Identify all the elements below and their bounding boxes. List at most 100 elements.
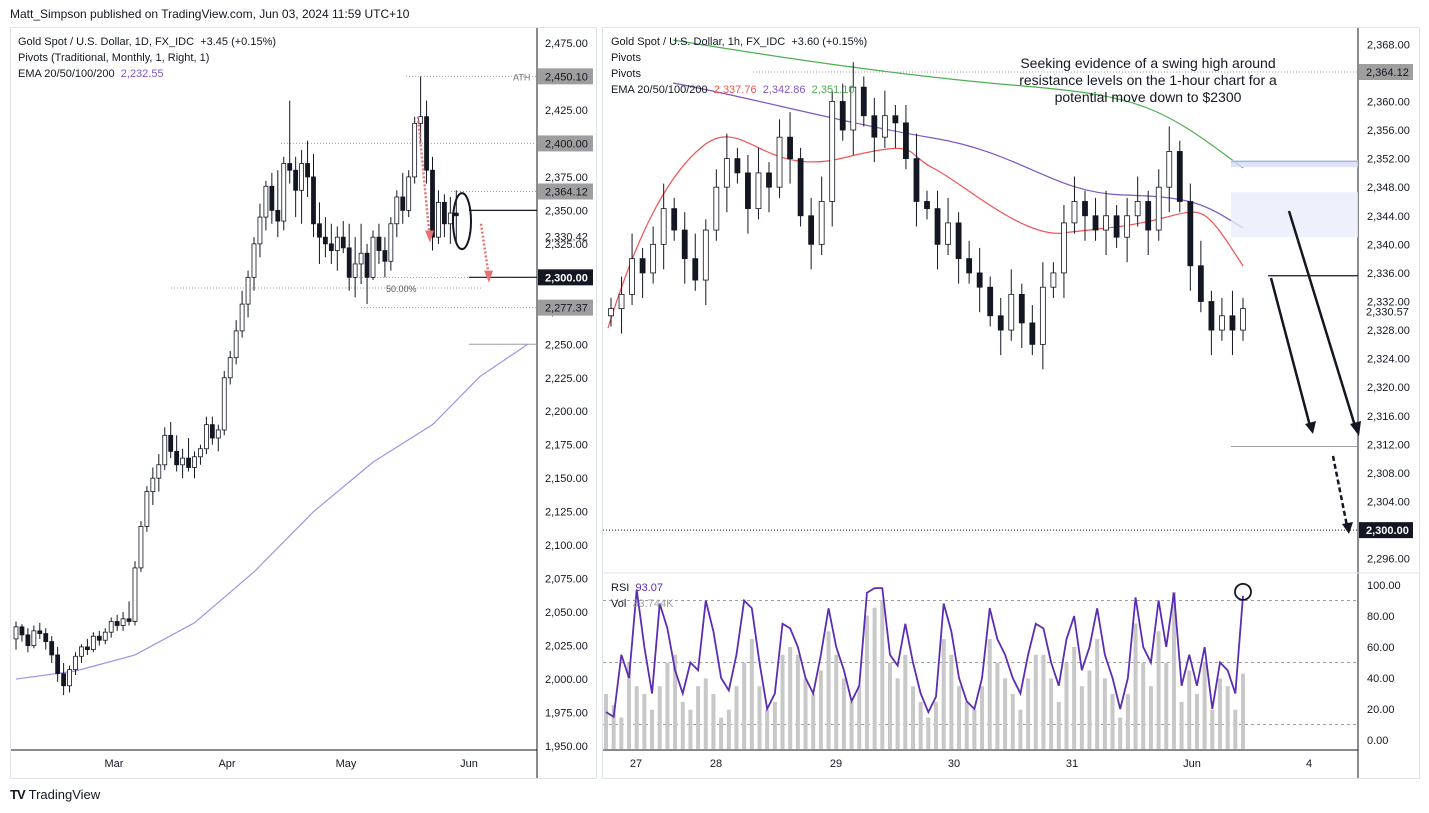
volume-bar: [1072, 646, 1077, 749]
daily-candle-body: [293, 169, 299, 191]
hourly-candle-body: [871, 115, 878, 138]
daily-candle-body: [251, 243, 257, 278]
daily-candle-body: [352, 263, 358, 278]
daily-candle: [156, 454, 162, 492]
volume-bar: [841, 678, 846, 749]
hourly-change: +3.60 (+0.15%): [791, 36, 868, 48]
hourly-candle: [1103, 190, 1109, 256]
daily-candle: [441, 194, 447, 238]
hourly-candle: [829, 90, 836, 227]
hourly-candle-body: [608, 308, 614, 317]
daily-candle-body: [453, 212, 459, 217]
volume-bar: [834, 654, 839, 749]
hourly-candle: [1029, 305, 1036, 356]
hourly-candle: [702, 219, 709, 306]
daily-candle: [311, 154, 316, 238]
daily-candle: [317, 202, 322, 264]
daily-candle-body: [215, 429, 221, 439]
hourly-candle: [966, 240, 973, 284]
volume-bar: [1003, 678, 1008, 749]
hourly-candle: [650, 226, 657, 284]
hourly-x-tick: Jun: [1183, 758, 1201, 770]
hourly-zone-1: [1231, 160, 1358, 168]
daily-red-arrow-2: [479, 223, 490, 271]
rsi-y-tick: 60.00: [1367, 642, 1395, 654]
rsi-y-tick: 100.00: [1367, 580, 1401, 592]
daily-candle: [180, 448, 186, 479]
volume-bar: [934, 701, 939, 749]
daily-chart-panel[interactable]: 1,950.00 1,975.00 2,000.00 2,025.00 2,050.00…: [10, 27, 597, 779]
daily-candle-body: [406, 176, 412, 211]
hourly-candle-body: [1208, 301, 1215, 331]
volume-bar: [1010, 694, 1015, 749]
volume-bar: [964, 701, 969, 749]
hourly-candle-body: [1124, 215, 1131, 238]
daily-candle: [269, 172, 275, 224]
hourly-candle-body: [1061, 222, 1067, 274]
volume-bar: [1087, 670, 1092, 749]
hourly-ema-20: 2,337.76: [713, 84, 757, 96]
volume-bar: [1171, 592, 1176, 749]
hourly-candle-body: [850, 86, 857, 131]
volume-bar: [696, 686, 701, 749]
hourly-arrowhead-1: [1305, 421, 1316, 434]
hourly-candle-body: [1029, 322, 1036, 345]
hourly-y-tick: 2,324.00: [1367, 354, 1410, 366]
daily-candle: [96, 630, 102, 646]
rsi-legend: RSI 93.07 Vol 33.744K: [611, 580, 673, 612]
hourly-candle-body: [860, 86, 867, 117]
hourly-y-tick: 2,332.00: [1367, 297, 1410, 309]
hourly-candle-body: [629, 258, 635, 295]
volume-bar: [895, 678, 900, 749]
daily-highlight-ellipse: [452, 192, 472, 251]
daily-candle: [192, 451, 197, 479]
daily-candle-body: [25, 634, 31, 646]
hourly-x-tick: 27: [630, 758, 642, 770]
daily-candle: [305, 140, 310, 197]
daily-ema-label: EMA 20/50/100/200: [18, 68, 115, 80]
hourly-candle: [713, 169, 720, 241]
volume-bar: [795, 654, 800, 749]
daily-candle-body: [430, 169, 435, 238]
daily-candle-body: [317, 223, 322, 238]
hourly-price-label: 2,364.12: [1359, 64, 1413, 81]
daily-candle-body: [132, 567, 138, 622]
daily-chart-svg[interactable]: 1,950.00 1,975.00 2,000.00 2,025.00 2,050.00…: [11, 28, 596, 778]
volume-bar: [1125, 694, 1130, 749]
daily-candle: [370, 230, 376, 281]
volume-bar: [1079, 686, 1084, 749]
tradingview-logo-icon: TV: [10, 787, 26, 802]
hourly-candle: [1145, 190, 1152, 256]
hourly-candle: [1176, 140, 1183, 213]
daily-candle: [334, 226, 340, 271]
daily-candle-body: [299, 163, 305, 191]
rsi-y-tick: 80.00: [1367, 611, 1395, 623]
daily-candle: [364, 243, 370, 305]
daily-candle-body: [114, 621, 120, 626]
daily-y-tick: 2,100.00: [545, 540, 588, 552]
daily-candle-body: [90, 635, 96, 650]
daily-candle-body: [198, 448, 203, 458]
hourly-candle-body: [1219, 315, 1225, 331]
daily-red-arrow-1: [416, 116, 431, 231]
hourly-candle: [1008, 269, 1015, 341]
footer-brand[interactable]: TV TradingView: [10, 787, 100, 802]
volume-bar: [665, 662, 670, 749]
hourly-candle: [1155, 169, 1162, 241]
hourly-candle-body: [976, 272, 983, 288]
hourly-candle: [881, 90, 888, 148]
daily-candle: [150, 467, 156, 505]
volume-bar: [1210, 709, 1215, 749]
hourly-candle-body: [1071, 201, 1078, 224]
hourly-candle: [608, 297, 614, 327]
daily-candle-body: [346, 247, 352, 278]
hourly-chart-panel[interactable]: 2,296.00 2,300.00 2,304.00 2,308.00 2,312.00…: [602, 27, 1420, 779]
hourly-candle: [1082, 190, 1088, 241]
volume-bar: [1225, 686, 1230, 749]
hourly-candle: [1197, 240, 1204, 313]
daily-candle-body: [245, 276, 251, 305]
hourly-ema200-line: [672, 39, 1244, 169]
hourly-chart-svg[interactable]: 2,296.00 2,300.00 2,304.00 2,308.00 2,312.00…: [603, 28, 1419, 778]
daily-candle: [245, 270, 251, 318]
daily-candle: [55, 646, 61, 682]
